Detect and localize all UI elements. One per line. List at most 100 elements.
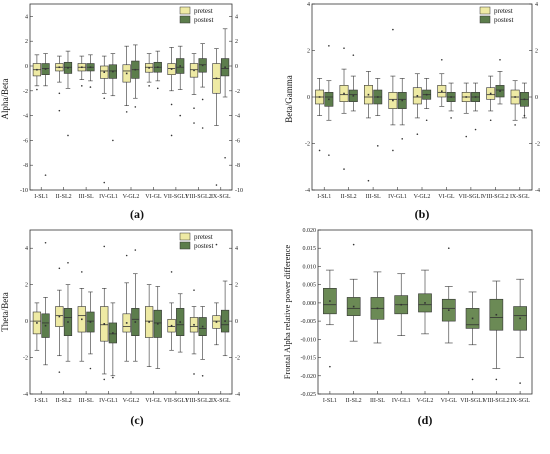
box-postest-8 [198, 306, 207, 377]
box-pretest-1 [32, 302, 42, 351]
y-tick-label-right: 4 [235, 246, 238, 252]
box-series-8 [489, 280, 504, 381]
panel-label: (d) [418, 413, 433, 427]
outlier-point [170, 271, 173, 273]
box-mean-marker [465, 96, 468, 98]
outlier-point [112, 376, 114, 379]
box-mean-marker [328, 98, 330, 101]
box-mean-marker [112, 332, 114, 334]
outlier-point [179, 114, 182, 117]
y-tick-label: -8 [23, 163, 28, 169]
x-tick-label: IV-GL1 [99, 398, 118, 404]
box-mean-marker [193, 69, 195, 72]
outlier-point [58, 371, 61, 373]
outlier-point [193, 289, 195, 291]
y-tick-label: -6 [23, 138, 28, 144]
outlier-point [514, 124, 516, 126]
y-tick-label: 0.020 [303, 228, 317, 234]
outlier-point [80, 271, 83, 273]
box-series-1 [323, 269, 337, 368]
outlier-point [471, 378, 474, 381]
box-mean-marker [58, 66, 61, 69]
box-mean-marker [447, 309, 450, 311]
outlier-point [215, 243, 218, 246]
outlier-point [125, 254, 128, 257]
x-tick-label: IX-SGL [510, 194, 530, 200]
outlier-point [80, 85, 83, 87]
outlier-point [134, 249, 137, 251]
outlier-point [440, 59, 443, 61]
panel-label: (c) [130, 413, 143, 427]
outlier-point [58, 109, 61, 112]
outlier-point [447, 247, 450, 250]
outlier-point [193, 107, 195, 109]
box-mean-marker [215, 77, 218, 80]
outlier-point [201, 98, 204, 101]
x-tick-label: II-SL2 [56, 194, 72, 200]
box-pretest-9 [212, 48, 221, 186]
outlier-point [367, 179, 370, 182]
y-tick-label-right: -2 [235, 356, 240, 362]
box-mean-marker [134, 68, 137, 71]
box-pretest-2 [339, 47, 349, 170]
box-series-6 [441, 247, 456, 344]
y-tick-label-right: 0 [535, 95, 538, 101]
x-tick-label: III-SL [79, 398, 94, 404]
box-pretest-6 [145, 284, 154, 367]
y-tick-label: 4 [307, 2, 310, 8]
x-tick-label: III-SL [370, 398, 385, 404]
outlier-point [328, 154, 330, 156]
box-mean-marker [514, 96, 516, 98]
box-mean-marker [392, 99, 394, 102]
box-postest-1 [324, 45, 334, 156]
outlier-point [425, 119, 428, 122]
box-mean-marker [36, 68, 38, 71]
box-mean-marker [134, 321, 137, 323]
box-mean-marker [80, 66, 83, 69]
box-mean-marker [179, 65, 182, 67]
x-tick-label: II-SL2 [341, 194, 357, 200]
outlier-point [170, 134, 173, 137]
box-pretest-4 [100, 55, 109, 184]
y-tick-label-right: 4 [535, 2, 538, 8]
box-pretest-9 [212, 243, 221, 346]
box-pretest-1 [315, 78, 325, 152]
chart-panel-2: 4 4 2 2 0 0 -2 -2 -4 -4 Beta/Gamma I-SL1 II-SL2 III-S… [284, 2, 540, 221]
box-postest-8 [495, 59, 505, 105]
box-pretest-8 [189, 289, 199, 375]
outlier-point [103, 378, 106, 381]
y-axis-label: Frontal Alpha relative power difference [282, 245, 292, 380]
box-postest-7 [176, 45, 185, 117]
x-tick-label: IX-SGL [510, 398, 530, 404]
box-pretest-7 [167, 271, 176, 351]
box-postest-6 [153, 286, 162, 369]
box-postest-1 [41, 53, 50, 176]
outlier-point [352, 243, 355, 246]
x-tick-label: I-SL1 [34, 194, 48, 200]
legend-label-pretest: pretest [194, 233, 213, 241]
legend-swatch-postest [179, 15, 191, 24]
x-tick-label: VI-GL [145, 398, 162, 404]
y-axis-label: Alpha/Beta [0, 79, 10, 120]
box-mean-marker [523, 98, 526, 101]
box-pretest-2 [55, 55, 64, 112]
box-mean-marker [89, 321, 92, 323]
y-tick-label: -4 [23, 392, 28, 398]
x-tick-label: VIII-SGL2 [483, 398, 510, 404]
legend-swatch-pretest [179, 232, 191, 241]
box-mean-marker [489, 92, 492, 95]
x-tick-label: III-SL [79, 194, 94, 200]
y-tick-label: 4 [25, 14, 28, 20]
legend-swatch-pretest [179, 6, 191, 15]
outlier-point [156, 87, 159, 90]
box-mean-marker [425, 93, 428, 96]
box-series-5 [418, 269, 432, 335]
outlier-point [201, 127, 204, 129]
box-postest-2 [63, 262, 73, 362]
x-tick-label: VIII-SGL2 [185, 194, 212, 200]
outlier-point [465, 135, 468, 138]
outlier-point [519, 382, 521, 384]
legend-swatch-postest [479, 15, 491, 24]
box-mean-marker [376, 96, 379, 98]
